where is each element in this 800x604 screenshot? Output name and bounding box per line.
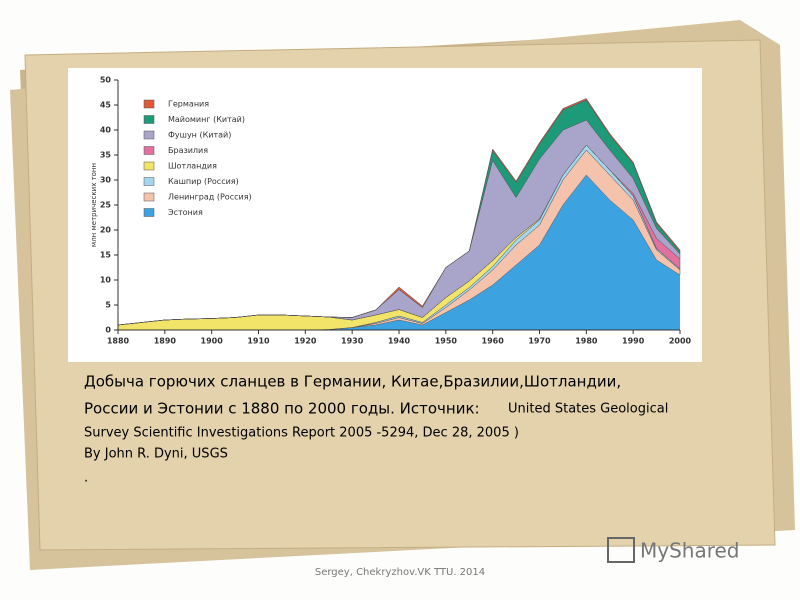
x-tick-label: 1990 — [622, 337, 645, 346]
legend-label: Германия — [168, 100, 209, 109]
x-tick-label: 1960 — [482, 337, 505, 346]
caption: . — [84, 471, 88, 486]
logo-icon — [607, 537, 635, 563]
x-tick-label: 1880 — [107, 337, 130, 346]
legend-swatch — [143, 208, 155, 217]
x-tick-label: 1970 — [528, 337, 551, 346]
y-tick-label: 25 — [100, 201, 112, 210]
y-tick-label: 40 — [100, 126, 112, 135]
legend-label: Ленинград (Россия) — [168, 193, 252, 202]
area — [117, 98, 681, 326]
legend-label: Майоминг (Китай) — [168, 115, 245, 124]
x-tick-label: 1920 — [294, 337, 317, 346]
y-tick-label: 0 — [105, 326, 111, 335]
legend-swatch — [143, 115, 155, 124]
x-tick-label: 1900 — [201, 337, 224, 346]
legend-label: Шотландия — [168, 162, 217, 171]
legend-swatch — [143, 177, 155, 186]
caption: Добыча горючих сланцев в Германии, Китае… — [84, 373, 621, 391]
y-tick-label: 35 — [100, 151, 112, 160]
caption: By John R. Dyni, USGS — [84, 447, 228, 462]
x-tick-label: 2000 — [669, 337, 692, 346]
logo: MyShared — [640, 539, 740, 563]
y-tick-label: 15 — [100, 251, 112, 260]
x-tick-label: 1930 — [341, 337, 364, 346]
chart: 0 5 10 15 20 25 30 35 40 45 50 1880 1890 1900 1910 1920… — [90, 76, 692, 346]
legend-swatch — [143, 192, 155, 202]
y-tick-label: 5 — [105, 301, 111, 310]
caption: России и Эстонии с 1880 по 2000 годы. Ис… — [84, 400, 480, 418]
x-tick-label: 1910 — [247, 337, 270, 346]
x-tick-label: 1890 — [154, 337, 177, 346]
y-tick-label: 50 — [100, 76, 112, 85]
legend-swatch — [143, 146, 155, 155]
legend-swatch — [143, 99, 155, 109]
y-tick-label: 30 — [100, 176, 112, 185]
legend-swatch — [143, 130, 155, 140]
legend-swatch — [143, 161, 155, 171]
x-tick-label: 1940 — [388, 337, 411, 346]
x-tick-label: 1950 — [435, 337, 458, 346]
x-tick-label: 1980 — [575, 337, 598, 346]
y-axis-label: млн метрических тонн — [90, 163, 98, 247]
legend-label: Эстония — [168, 208, 203, 217]
y-tick-label: 10 — [100, 276, 112, 285]
caption: United States Geological — [508, 402, 668, 417]
area — [118, 175, 680, 330]
y-tick-label: 45 — [100, 101, 112, 110]
footer: Sergey, Chekryzhov.VK TTU. 2014 — [315, 567, 485, 578]
y-tick-label: 20 — [100, 226, 112, 235]
caption: Survey Scientific Investigations Report … — [84, 426, 519, 441]
legend-label: Бразилия — [168, 146, 208, 155]
legend-label: Кашпир (Россия) — [168, 177, 239, 186]
legend-label: Фушун (Китай) — [168, 131, 231, 140]
